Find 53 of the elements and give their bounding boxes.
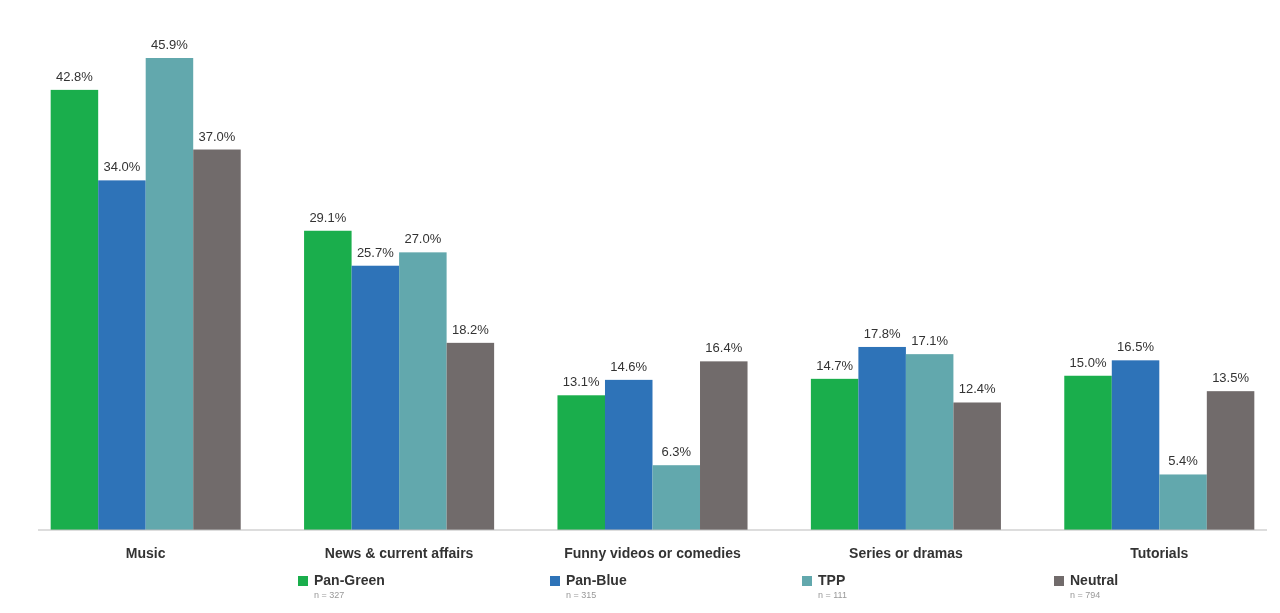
- bar: [50, 89, 99, 530]
- bar: [399, 252, 447, 530]
- x-tick-label: Series or dramas: [849, 545, 963, 561]
- bar: [700, 361, 748, 530]
- bar: [1159, 474, 1207, 530]
- bar: [1064, 375, 1112, 530]
- bar: [652, 465, 701, 530]
- text: n = 794: [1070, 590, 1101, 600]
- legend-label: Pan-Blue: [566, 572, 627, 588]
- data-label: 16.4%: [705, 340, 743, 356]
- bar: [145, 58, 194, 530]
- bar: [858, 346, 906, 530]
- data-label: 14.7%: [816, 357, 854, 373]
- data-label: 5.4%: [1168, 453, 1199, 469]
- bar: [98, 180, 146, 530]
- text: n = 111: [818, 590, 847, 600]
- bar: [557, 395, 605, 530]
- data-label: 42.8%: [55, 68, 94, 84]
- data-label: 37.0%: [198, 128, 236, 144]
- data-label: 13.5%: [1212, 370, 1250, 386]
- legend-label: Pan-Green: [314, 572, 385, 588]
- bar: [351, 265, 400, 530]
- x-tick-label: Tutorials: [1130, 545, 1189, 561]
- data-label: 18.2%: [451, 321, 490, 337]
- data-label: 13.1%: [562, 374, 601, 390]
- data-label: 29.1%: [309, 209, 347, 225]
- bar: [193, 149, 241, 530]
- data-label: 17.8%: [863, 325, 902, 341]
- bar: [604, 379, 653, 530]
- bar: [1111, 360, 1160, 530]
- x-tick-label: Music: [125, 545, 166, 561]
- bar: [953, 402, 1001, 530]
- data-label: 17.1%: [911, 333, 949, 349]
- data-label: 25.7%: [356, 244, 395, 260]
- data-label: 6.3%: [661, 444, 692, 460]
- data-label: 16.5%: [1117, 339, 1155, 355]
- data-label: 12.4%: [958, 381, 997, 397]
- bar: [446, 342, 495, 530]
- x-tick-label: Funny videos or comedies: [564, 545, 742, 561]
- legend-label: TPP: [818, 572, 846, 588]
- data-label: 34.0%: [103, 159, 141, 175]
- bar: [810, 378, 859, 530]
- data-label: 45.9%: [151, 37, 189, 52]
- text: n = 327: [314, 590, 345, 600]
- x-tick-label: News & current affairs: [324, 545, 474, 561]
- text: n = 315: [566, 590, 597, 600]
- legend-label: Neutral: [1070, 572, 1119, 588]
- data-label: 14.6%: [610, 358, 648, 374]
- bar: [905, 354, 954, 530]
- bar: [1206, 391, 1255, 530]
- data-label: 27.0%: [404, 231, 442, 247]
- bar: [304, 230, 352, 530]
- data-label: 15.0%: [1069, 354, 1107, 370]
